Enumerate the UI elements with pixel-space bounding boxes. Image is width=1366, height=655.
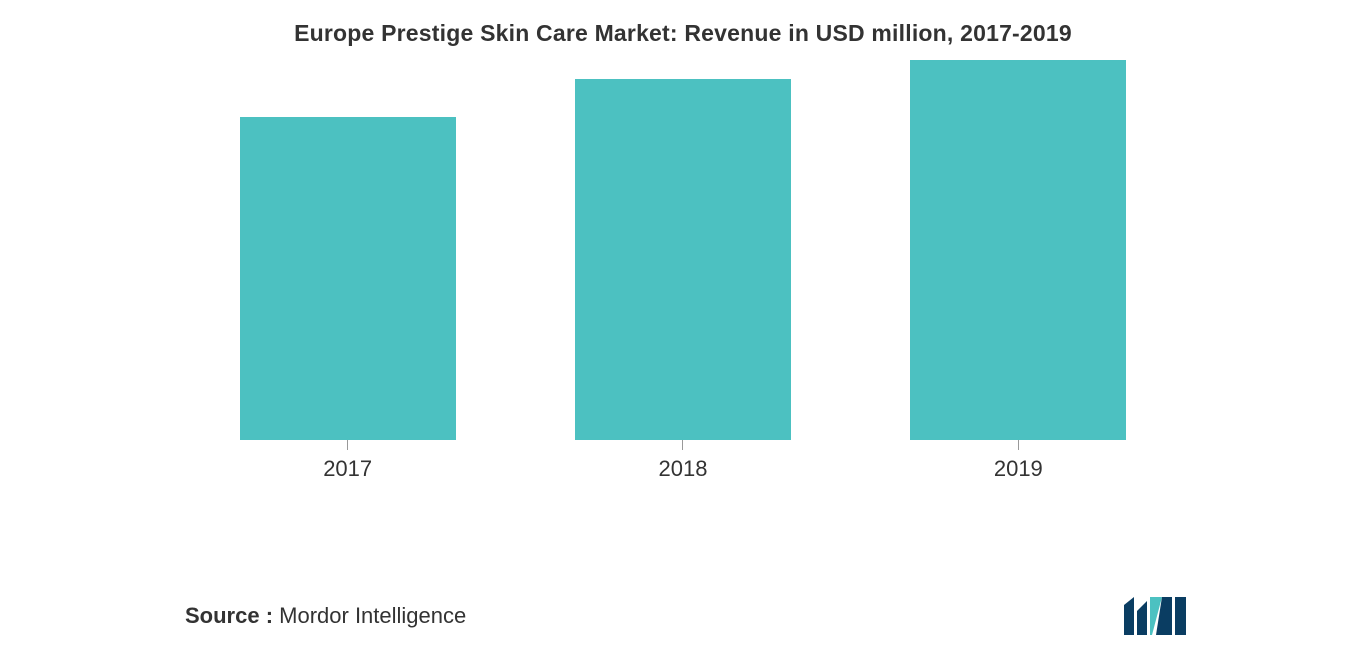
bar-0 (240, 117, 456, 440)
category-label-2: 2019 (994, 456, 1043, 482)
source-row: Source : Mordor Intelligence (185, 597, 1186, 635)
bar-2 (910, 60, 1126, 440)
category-label-1: 2018 (659, 456, 708, 482)
tick-1 (682, 440, 683, 450)
chart-title: Europe Prestige Skin Care Market: Revenu… (180, 20, 1186, 47)
source-text: Source : Mordor Intelligence (185, 603, 466, 629)
category-label-0: 2017 (323, 456, 372, 482)
chart-container: Europe Prestige Skin Care Market: Revenu… (0, 0, 1366, 655)
plot-area: 2017 2018 2019 (180, 82, 1186, 482)
source-name: Mordor Intelligence (273, 603, 466, 628)
bar-group-0: 2017 (180, 117, 515, 482)
tick-0 (347, 440, 348, 450)
bar-1 (575, 79, 791, 440)
bar-group-2: 2019 (851, 60, 1186, 482)
mordor-logo-icon (1124, 597, 1186, 635)
source-label: Source : (185, 603, 273, 628)
tick-2 (1018, 440, 1019, 450)
bar-group-1: 2018 (515, 79, 850, 482)
